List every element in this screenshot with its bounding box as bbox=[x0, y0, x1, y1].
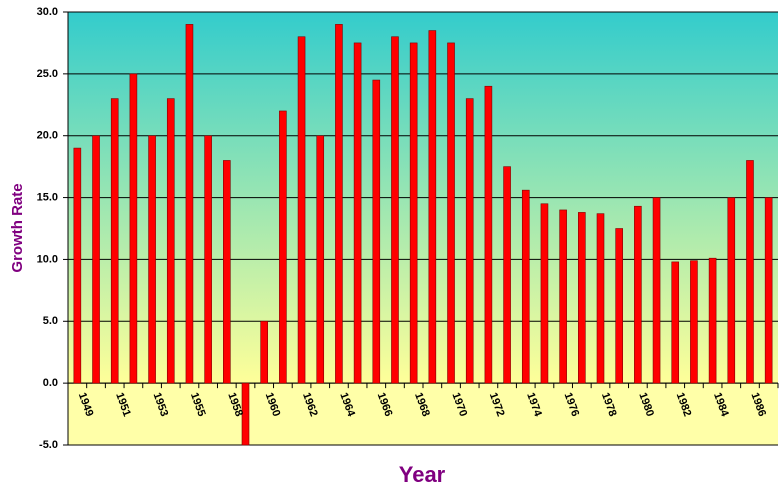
bar bbox=[297, 36, 306, 384]
bar bbox=[671, 261, 680, 384]
bar bbox=[110, 98, 119, 384]
bar bbox=[578, 212, 586, 384]
bar bbox=[521, 189, 530, 384]
bar bbox=[409, 42, 418, 384]
bar bbox=[316, 135, 325, 384]
bar bbox=[746, 160, 754, 384]
bar bbox=[540, 203, 549, 384]
y-tick-label: 30.0 bbox=[37, 6, 58, 18]
bar bbox=[148, 135, 156, 384]
bar bbox=[335, 24, 343, 384]
bar bbox=[391, 36, 399, 384]
negative-band bbox=[68, 383, 778, 445]
bar bbox=[223, 160, 231, 384]
bar bbox=[484, 85, 493, 384]
bar bbox=[241, 382, 250, 446]
bar bbox=[708, 257, 717, 384]
bar bbox=[260, 320, 268, 384]
bar bbox=[447, 42, 455, 384]
bar bbox=[634, 205, 642, 384]
bar bbox=[129, 73, 138, 384]
bar bbox=[204, 135, 212, 384]
bar bbox=[596, 213, 605, 384]
y-tick-label: 0.0 bbox=[43, 377, 58, 389]
bar bbox=[166, 98, 175, 384]
y-tick-label: 5.0 bbox=[43, 315, 58, 327]
bar bbox=[428, 30, 437, 384]
bar bbox=[279, 110, 287, 384]
y-tick-label: 15.0 bbox=[37, 191, 58, 203]
bar bbox=[690, 260, 698, 384]
bar bbox=[185, 24, 194, 384]
bar bbox=[559, 209, 567, 384]
y-tick-label: 25.0 bbox=[37, 68, 58, 80]
y-tick-label: 10.0 bbox=[37, 253, 58, 265]
bar bbox=[73, 147, 82, 384]
y-tick-label: -5.0 bbox=[39, 439, 58, 451]
y-tick-label: 20.0 bbox=[37, 130, 58, 142]
bar bbox=[503, 166, 511, 384]
bar bbox=[727, 197, 736, 384]
bar bbox=[764, 197, 773, 384]
bar bbox=[652, 197, 661, 384]
x-axis-title: Year bbox=[399, 462, 446, 487]
bar bbox=[465, 98, 474, 384]
bar bbox=[353, 42, 362, 384]
y-axis-title: Growth Rate bbox=[9, 183, 26, 272]
bar bbox=[372, 79, 381, 384]
bar bbox=[92, 135, 100, 384]
bar bbox=[615, 228, 623, 384]
